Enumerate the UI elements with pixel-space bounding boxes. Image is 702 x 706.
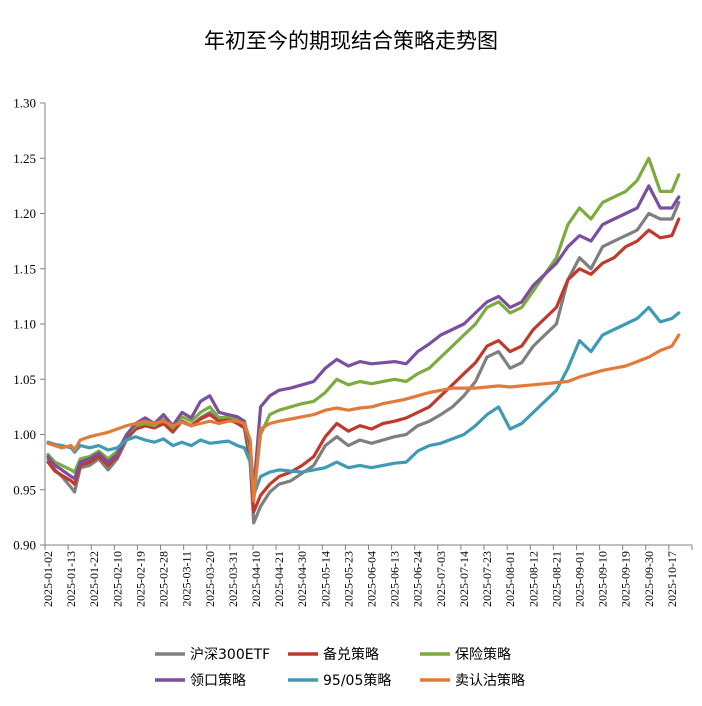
x-tick-label: 2025-06-04 — [365, 551, 379, 607]
x-tick-label: 2025-09-10 — [596, 551, 610, 607]
x-tick-label: 2025-09-19 — [619, 551, 633, 607]
y-tick-label: 1.30 — [13, 96, 36, 111]
x-tick-label: 2025-03-11 — [180, 551, 194, 607]
x-tick-label: 2025-06-24 — [411, 551, 425, 607]
legend-label: 领口策略 — [190, 672, 246, 689]
x-tick-label: 2025-10-17 — [665, 551, 679, 607]
series-line-3 — [46, 184, 681, 492]
x-tick-label: 2025-03-20 — [203, 551, 217, 607]
y-tick-label: 1.05 — [13, 372, 36, 387]
y-tick-label: 1.20 — [13, 206, 36, 221]
x-tick-label: 2025-04-30 — [295, 551, 309, 607]
y-tick-label: 1.10 — [13, 317, 36, 332]
y-tick-label: 1.15 — [13, 261, 36, 276]
x-tick-label: 2025-08-21 — [549, 551, 563, 607]
x-tick-label: 2025-03-31 — [226, 551, 240, 607]
x-tick-label: 2025-01-22 — [87, 551, 101, 607]
y-tick-label: 1.25 — [13, 151, 36, 166]
x-tick-label: 2025-07-14 — [457, 551, 471, 607]
x-tick-label: 2025-09-01 — [572, 551, 586, 607]
x-tick-label: 2025-01-02 — [41, 551, 55, 607]
series-line-4 — [46, 305, 681, 497]
x-tick-label: 2025-08-01 — [503, 551, 517, 607]
x-tick-label: 2025-02-10 — [110, 551, 124, 607]
legend-label: 沪深300ETF — [190, 647, 270, 663]
legend-label: 95/05策略 — [323, 672, 391, 689]
legend-label: 卖认沽策略 — [455, 672, 525, 689]
x-tick-label: 2025-07-03 — [434, 551, 448, 607]
series-line-1 — [46, 217, 681, 514]
series-layer — [46, 156, 681, 525]
x-tick-label: 2025-06-13 — [388, 551, 402, 607]
y-axis: 0.90 0.95 1.00 1.05 1.10 1.15 1.20 1.25 1.30 — [13, 96, 46, 553]
x-tick-label: 2025-02-28 — [157, 551, 171, 607]
series-line-5 — [46, 333, 681, 503]
y-tick-label: 1.00 — [13, 427, 36, 442]
x-tick-label: 2025-09-30 — [642, 551, 656, 607]
x-tick-label: 2025-07-23 — [480, 551, 494, 607]
x-tick-label: 2025-04-10 — [249, 551, 263, 607]
x-tick-label: 2025-05-23 — [341, 551, 355, 607]
chart-title: 年初至今的期现结合策略走势图 — [204, 29, 498, 53]
legend-label: 备兑策略 — [323, 646, 379, 663]
legend-label: 保险策略 — [455, 646, 511, 663]
y-tick-label: 0.95 — [13, 482, 36, 497]
x-axis: 2025-01-02 2025-01-13 2025-01-22 2025-02-10… — [41, 544, 693, 607]
x-tick-label: 2025-01-13 — [64, 551, 78, 607]
series-line-2 — [46, 156, 681, 497]
x-tick-label: 2025-04-21 — [272, 551, 286, 607]
x-tick-label: 2025-08-12 — [526, 551, 540, 607]
x-tick-label: 2025-02-19 — [133, 551, 147, 607]
y-tick-label: 0.90 — [13, 538, 36, 553]
x-tick-label: 2025-05-14 — [318, 551, 332, 607]
